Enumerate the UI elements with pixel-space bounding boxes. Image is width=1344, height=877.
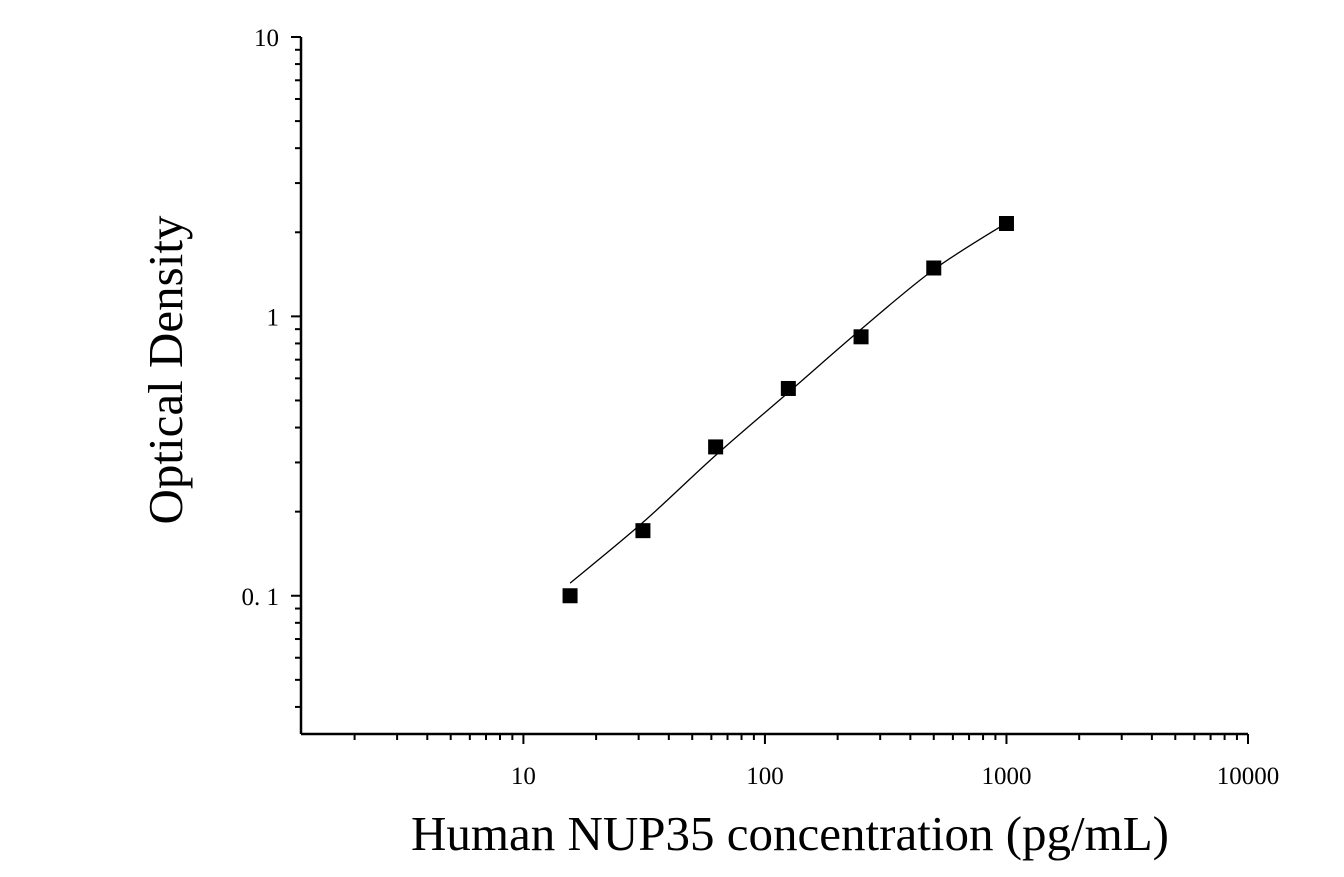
x-tick-label: 10 xyxy=(511,763,536,790)
y-axis-title: Optical Density xyxy=(138,215,193,524)
data-point xyxy=(635,523,651,539)
y-tick-label: 1 xyxy=(267,304,280,331)
data-point xyxy=(780,380,796,396)
x-tick-label: 100 xyxy=(746,763,784,790)
points-layer xyxy=(562,216,1014,604)
axes xyxy=(299,37,1248,736)
y-tick-label: 0. 1 xyxy=(242,584,280,611)
x-axis-title: Human NUP35 concentration (pg/mL) xyxy=(411,806,1169,861)
x-ticks: 10 100 1000 10000 xyxy=(353,734,1280,790)
data-point xyxy=(708,439,724,455)
data-point xyxy=(562,588,578,604)
x-tick-label: 10000 xyxy=(1217,763,1280,790)
data-point xyxy=(998,216,1014,232)
x-tick-label: 1000 xyxy=(981,763,1031,790)
data-point xyxy=(926,260,942,276)
y-ticks: 0. 1 1 10 xyxy=(242,25,301,708)
y-tick-label: 10 xyxy=(254,25,279,52)
data-point xyxy=(853,329,869,345)
